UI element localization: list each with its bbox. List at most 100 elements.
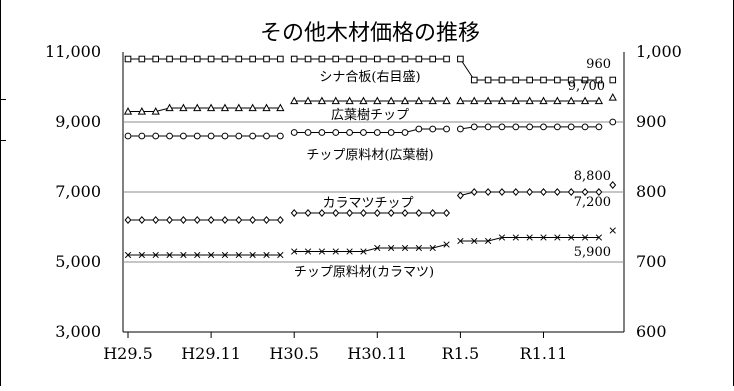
- triangle-marker: [456, 96, 465, 105]
- diamond-marker: [332, 209, 340, 217]
- circle-marker: [346, 129, 354, 136]
- value-label-shina-plywood: 960: [586, 57, 611, 72]
- triangle-marker: [539, 96, 548, 105]
- circle-marker: [221, 132, 229, 140]
- square-marker: [401, 55, 409, 63]
- diamond-marker: [498, 188, 506, 196]
- triangle-marker: [442, 96, 451, 105]
- diamond-marker: [221, 216, 229, 224]
- circle-marker: [304, 129, 312, 136]
- diamond-marker: [415, 209, 423, 217]
- x-marker: [471, 237, 478, 245]
- x-marker: [457, 237, 464, 245]
- x-marker: [180, 251, 187, 259]
- series-label-hardwood-chip: 広葉樹チップ: [331, 108, 409, 123]
- triangle-marker: [276, 103, 285, 112]
- left-tick-label: 11,000: [45, 42, 101, 61]
- diamond-marker: [249, 216, 257, 224]
- series-line: [294, 128, 447, 133]
- circle-marker: [595, 123, 603, 131]
- x-marker: [263, 251, 270, 259]
- circle-marker: [360, 129, 367, 136]
- triangle-marker: [331, 96, 340, 105]
- diamond-marker: [373, 209, 381, 217]
- x-marker: [540, 234, 547, 241]
- x-marker: [401, 244, 409, 252]
- circle-marker: [138, 132, 146, 140]
- value-label-hardwood-chip-material: 8,800: [574, 169, 611, 184]
- triangle-marker: [470, 96, 479, 105]
- x-marker: [387, 244, 395, 252]
- diamond-marker: [526, 188, 534, 196]
- circle-marker: [457, 125, 464, 133]
- diamond-marker: [263, 216, 270, 224]
- diamond-marker: [318, 209, 326, 217]
- diamond-marker: [540, 188, 547, 196]
- circle-marker: [470, 123, 478, 131]
- square-marker: [193, 55, 201, 63]
- x-marker: [304, 248, 312, 255]
- square-marker: [415, 55, 423, 63]
- triangle-marker: [248, 103, 257, 112]
- value-label-hardwood-chip: 9,700: [568, 79, 605, 94]
- square-marker: [554, 76, 561, 84]
- triangle-marker: [511, 96, 520, 105]
- triangle-marker: [400, 96, 410, 105]
- diamond-marker: [387, 209, 395, 217]
- diamond-marker: [179, 216, 187, 224]
- value-label-larch-chip-material: 5,900: [574, 245, 611, 260]
- x-marker: [484, 237, 492, 245]
- circle-marker: [373, 129, 381, 136]
- diamond-marker: [276, 216, 284, 224]
- x-marker: [609, 227, 616, 234]
- right-tick-label: 1,000: [636, 42, 682, 61]
- x-marker: [526, 234, 533, 241]
- square-marker: [512, 76, 520, 84]
- square-marker: [332, 55, 340, 63]
- square-marker: [484, 76, 492, 84]
- diamond-marker: [443, 209, 451, 217]
- series-label-larch-chip-material: チップ原料材(カラマツ): [294, 265, 434, 280]
- diamond-marker: [401, 209, 409, 217]
- diamond-marker: [138, 216, 146, 224]
- x-marker: [332, 248, 339, 255]
- triangle-marker: [193, 103, 202, 112]
- circle-marker: [166, 132, 173, 140]
- x-marker: [429, 244, 436, 252]
- square-marker: [124, 55, 132, 63]
- triangle-marker: [220, 103, 230, 112]
- series-label-hardwood-chip-material: チップ原料材(広葉樹): [306, 148, 433, 163]
- x-marker: [207, 251, 215, 259]
- diamond-marker: [207, 216, 215, 224]
- circle-marker: [235, 132, 243, 140]
- series-group: [124, 118, 617, 140]
- circle-marker: [207, 132, 215, 140]
- square-marker: [540, 76, 547, 84]
- circle-marker: [332, 129, 340, 136]
- triangle-marker: [137, 107, 146, 115]
- series-group: [124, 227, 616, 259]
- triangle-marker: [373, 96, 382, 105]
- diamond-marker: [595, 188, 603, 196]
- diamond-marker: [193, 216, 201, 224]
- left-tick-label: 5,000: [55, 252, 101, 271]
- triangle-marker: [497, 96, 507, 105]
- x-marker: [277, 251, 284, 259]
- x-marker: [291, 248, 298, 255]
- square-marker: [374, 55, 381, 63]
- circle-marker: [526, 123, 534, 131]
- square-marker: [457, 55, 464, 63]
- right-y-axis: 600 700 800 900 1,000: [636, 42, 682, 341]
- triangle-marker: [525, 96, 534, 105]
- triangle-marker: [580, 96, 590, 105]
- triangle-marker: [123, 107, 133, 115]
- series-group: [124, 181, 617, 224]
- square-marker: [235, 55, 243, 63]
- diamond-marker: [235, 216, 243, 224]
- triangle-marker: [206, 103, 216, 112]
- circle-marker: [193, 132, 201, 140]
- right-tick-label: 700: [636, 252, 667, 271]
- value-label-larch-chip: 7,200: [574, 195, 611, 210]
- circle-marker: [498, 123, 506, 131]
